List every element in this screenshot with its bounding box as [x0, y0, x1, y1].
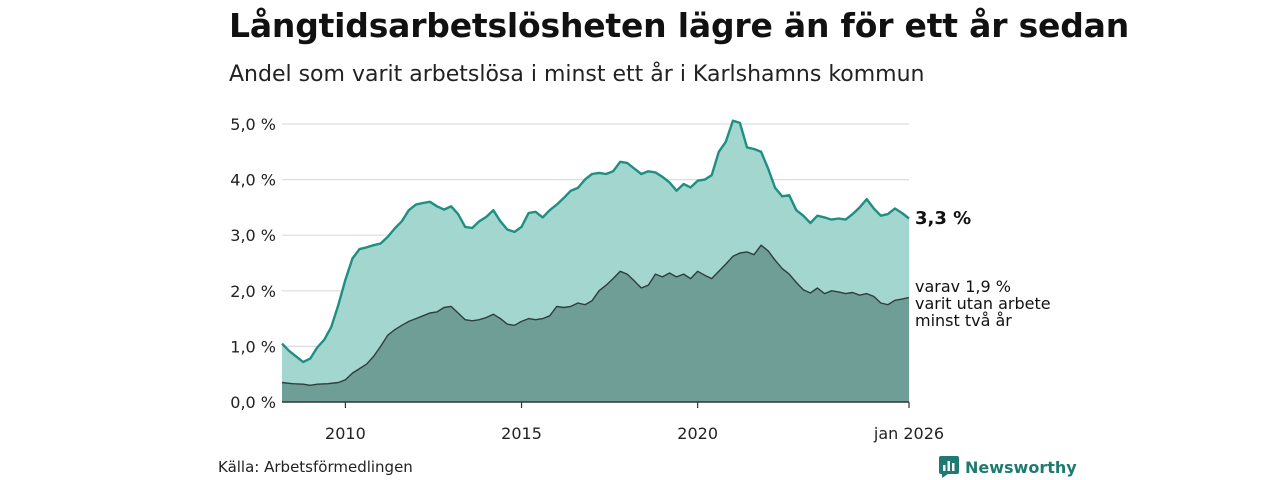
y-tick-label: 1,0 % [230, 337, 276, 356]
y-tick-label: 5,0 % [230, 115, 276, 134]
y-tick-label: 4,0 % [230, 171, 276, 190]
x-tick-label: 2010 [325, 424, 366, 443]
y-tick-label: 2,0 % [230, 282, 276, 301]
brand-logo[interactable]: Newsworthy [939, 456, 1077, 478]
end-label-sub-line: minst två år [915, 311, 1012, 330]
y-tick-label: 0,0 % [230, 393, 276, 412]
axis-layer: 0,0 % 1,0 % 2,0 % 3,0 % 4,0 % 5,0 % 2010 2015 20… [230, 115, 944, 443]
end-label-sub-line: varit utan arbete [915, 294, 1051, 313]
x-tick-label: 2015 [501, 424, 542, 443]
area-layer [281, 119, 910, 402]
series-line-1 [281, 119, 910, 364]
end-label-sub-line: varav 1,9 % [915, 277, 1011, 296]
x-tick-label: 2020 [677, 424, 718, 443]
source-note: Källa: Arbetsförmedlingen [218, 458, 413, 476]
y-tick-label: 3,0 % [230, 226, 276, 245]
brand-label: Newsworthy [965, 457, 1077, 477]
chart-title: Långtidsarbetslösheten lägre än för ett … [229, 6, 1130, 45]
end-label-main: 3,3 % [915, 208, 971, 229]
newsworthy-icon [939, 456, 959, 478]
x-tick-label: jan 2026 [873, 424, 944, 443]
chart-subtitle: Andel som varit arbetslösa i minst ett å… [229, 62, 925, 87]
series-area-2 [282, 245, 909, 402]
series-line-2 [281, 244, 910, 386]
